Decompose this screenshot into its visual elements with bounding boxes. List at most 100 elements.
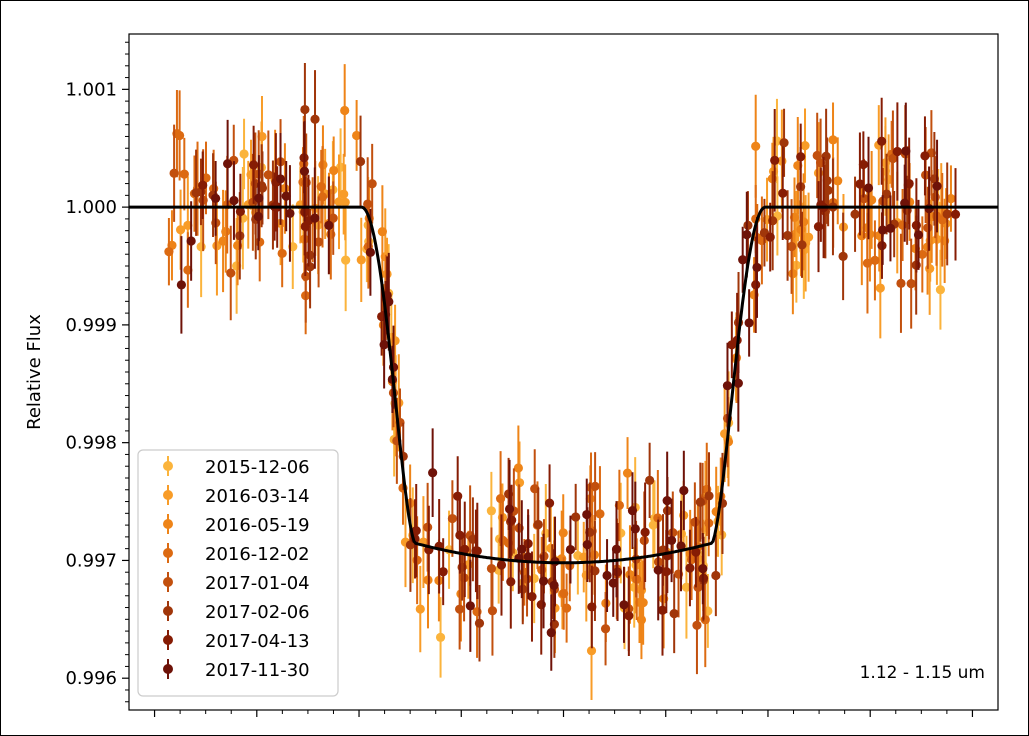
data-point bbox=[239, 149, 249, 159]
legend-label: 2017-01-04 bbox=[205, 573, 310, 594]
wavelength-annotation: 1.12 - 1.15 um bbox=[860, 663, 985, 683]
data-point bbox=[301, 271, 311, 281]
data-point bbox=[920, 151, 930, 161]
data-point bbox=[878, 225, 888, 235]
legend-label: 2017-04-13 bbox=[205, 631, 310, 652]
data-point bbox=[662, 496, 672, 506]
data-point bbox=[857, 231, 867, 241]
data-point bbox=[855, 179, 865, 189]
data-point bbox=[522, 574, 532, 584]
data-point bbox=[733, 378, 743, 388]
data-point bbox=[226, 268, 236, 278]
data-point bbox=[711, 570, 721, 581]
data-point bbox=[571, 512, 581, 522]
data-point bbox=[169, 168, 179, 178]
data-point bbox=[875, 283, 885, 293]
data-point bbox=[164, 247, 174, 257]
data-point bbox=[507, 515, 517, 525]
data-point bbox=[447, 513, 457, 524]
data-point bbox=[275, 174, 286, 184]
data-point bbox=[428, 468, 438, 478]
data-point bbox=[523, 552, 533, 562]
y-tick-label: 0.997 bbox=[65, 550, 117, 571]
data-point bbox=[896, 278, 906, 288]
data-point bbox=[924, 204, 934, 214]
data-point bbox=[565, 544, 576, 555]
data-point bbox=[562, 603, 572, 613]
data-point bbox=[198, 180, 208, 190]
data-point bbox=[636, 615, 647, 625]
data-point bbox=[587, 602, 597, 612]
data-point bbox=[692, 620, 702, 630]
data-point bbox=[379, 340, 389, 350]
data-point bbox=[544, 498, 555, 508]
legend-label: 2016-12-02 bbox=[205, 544, 310, 565]
data-point bbox=[622, 468, 633, 478]
legend-marker bbox=[163, 635, 173, 645]
data-point bbox=[334, 197, 344, 207]
legend-marker bbox=[163, 519, 173, 529]
legend-marker bbox=[163, 664, 173, 674]
y-axis-ticks: 0.996 0.997 0.998 0.999 1.000 1.001 bbox=[65, 41, 129, 703]
legend-marker bbox=[163, 490, 173, 500]
data-point bbox=[657, 605, 668, 615]
data-point bbox=[438, 567, 448, 577]
data-point bbox=[666, 535, 677, 546]
data-point bbox=[300, 221, 310, 232]
data-point bbox=[435, 632, 446, 642]
legend-marker bbox=[163, 577, 173, 587]
data-point bbox=[249, 160, 259, 170]
data-point bbox=[838, 251, 848, 261]
data-point bbox=[859, 193, 869, 204]
data-points-layer bbox=[164, 63, 961, 700]
data-point bbox=[504, 504, 515, 514]
legend-entry: 2016-12-02 bbox=[163, 543, 310, 565]
data-point bbox=[782, 230, 793, 241]
data-point bbox=[645, 475, 655, 485]
legend: 2015-12-06 2016-03-14 2016-05-19 2016-12-02… bbox=[137, 449, 339, 697]
y-tick-label: 0.998 bbox=[65, 433, 117, 454]
data-point bbox=[858, 159, 868, 170]
data-point bbox=[595, 509, 605, 519]
data-point bbox=[460, 544, 470, 554]
data-point bbox=[742, 230, 752, 240]
data-point bbox=[558, 528, 568, 538]
data-point bbox=[679, 485, 689, 496]
data-point bbox=[328, 213, 338, 223]
data-point bbox=[722, 381, 733, 391]
data-point bbox=[888, 153, 898, 164]
data-point bbox=[897, 220, 908, 230]
data-point bbox=[513, 463, 523, 473]
data-point bbox=[179, 169, 189, 179]
data-point bbox=[586, 646, 597, 656]
y-tick-label: 1.000 bbox=[65, 197, 117, 218]
data-point bbox=[277, 248, 287, 259]
data-point bbox=[486, 506, 496, 516]
data-point bbox=[862, 258, 873, 268]
data-point bbox=[229, 195, 239, 206]
data-point bbox=[885, 223, 896, 233]
data-point bbox=[833, 176, 843, 186]
data-point bbox=[906, 279, 916, 289]
legend-entry: 2015-12-06 bbox=[163, 456, 310, 478]
data-point bbox=[176, 280, 186, 290]
data-point bbox=[514, 478, 525, 488]
data-point bbox=[365, 247, 376, 257]
data-point bbox=[698, 564, 708, 574]
legend-entry: 2017-04-13 bbox=[163, 630, 310, 652]
data-point bbox=[310, 114, 320, 124]
data-point bbox=[263, 170, 273, 180]
data-point bbox=[800, 141, 810, 151]
data-point bbox=[530, 484, 540, 494]
data-point bbox=[676, 541, 686, 551]
data-point bbox=[828, 135, 838, 145]
data-point bbox=[546, 627, 556, 638]
legend-entry: 2017-02-06 bbox=[163, 601, 310, 623]
y-tick-label: 0.996 bbox=[65, 668, 117, 689]
data-point bbox=[538, 576, 549, 586]
data-point bbox=[668, 527, 678, 538]
data-point bbox=[487, 606, 498, 616]
legend-marker bbox=[163, 548, 173, 558]
y-tick-label: 0.999 bbox=[65, 315, 117, 336]
